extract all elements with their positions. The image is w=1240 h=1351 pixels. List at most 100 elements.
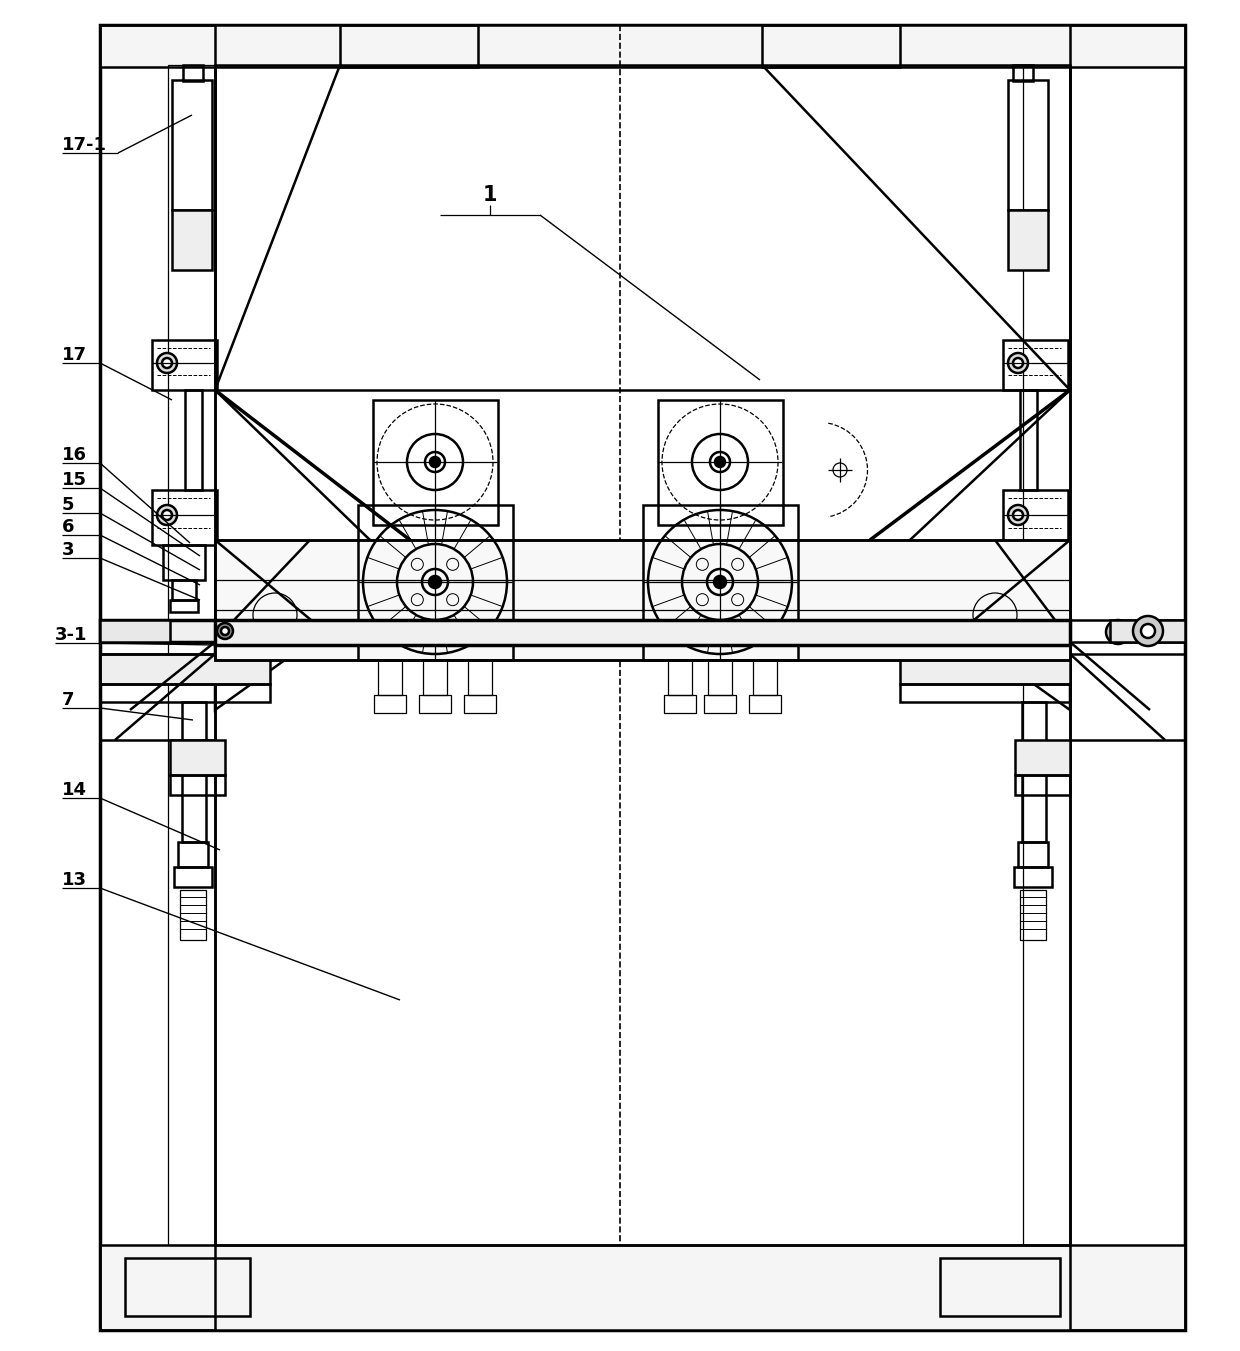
Bar [100,642,660,654]
Text: 6: 6 [62,517,74,536]
Bar [464,694,496,713]
Bar [215,540,1070,661]
Bar [100,620,660,642]
Bar [900,684,1070,703]
Bar [180,890,206,940]
Text: 5: 5 [62,496,74,513]
Bar [1022,703,1047,842]
Bar [100,620,170,642]
Bar [1070,26,1185,1329]
Text: 7: 7 [62,690,74,709]
Bar [644,505,799,661]
Bar [100,620,660,642]
Bar [172,580,196,600]
Bar [215,620,1070,644]
Bar [1021,890,1047,940]
Text: 3: 3 [62,540,74,559]
Bar [419,694,451,713]
Bar [749,694,781,713]
Bar [1008,209,1048,270]
Bar [174,867,212,888]
Bar [1008,80,1048,209]
Bar [153,340,217,390]
Bar [100,654,270,684]
Bar [179,842,208,867]
Bar [185,390,202,490]
Bar [1016,775,1070,794]
Bar [658,400,782,526]
Circle shape [162,358,172,367]
Circle shape [157,505,177,526]
Circle shape [1013,358,1023,367]
Text: 1: 1 [482,185,497,205]
Bar [215,65,1070,1246]
Bar [172,80,212,209]
Bar [1014,867,1052,888]
Bar [374,694,405,713]
Circle shape [217,623,233,639]
Bar [125,1258,250,1316]
Bar [1110,620,1185,642]
Bar [1023,65,1070,1246]
Text: 13: 13 [62,871,87,889]
Bar [167,65,215,1246]
Bar [358,505,513,661]
Bar [100,684,270,703]
Circle shape [1133,616,1163,646]
Bar [340,26,477,68]
Circle shape [1141,624,1154,638]
Bar [182,703,206,842]
Bar [1003,490,1068,544]
Text: 14: 14 [62,781,87,798]
Text: 15: 15 [62,471,87,489]
Circle shape [162,509,172,520]
Circle shape [157,353,177,373]
Circle shape [1008,505,1028,526]
Circle shape [221,627,229,635]
Bar [100,26,215,1329]
Circle shape [714,576,725,588]
Bar [1016,740,1070,775]
Bar [900,654,1070,684]
Bar [100,1246,1185,1329]
Bar [170,740,224,775]
Bar [215,540,1070,661]
Bar [100,26,1185,68]
Bar [100,26,1185,1329]
Bar [467,661,492,694]
Text: 17-1: 17-1 [62,136,107,154]
Circle shape [833,463,847,477]
Circle shape [715,457,725,467]
Bar [184,65,203,81]
Bar [1018,842,1048,867]
Circle shape [1008,353,1028,373]
Bar [763,26,900,68]
Bar [170,775,224,794]
Bar [1003,340,1068,390]
Bar [153,490,217,544]
Bar [170,600,198,612]
Circle shape [429,576,441,588]
Bar [1021,390,1037,490]
Bar [1017,580,1042,600]
Bar [162,544,205,580]
Text: 16: 16 [62,446,87,463]
Bar [663,694,696,713]
Bar [1008,544,1050,580]
Bar [423,661,446,694]
Circle shape [1106,620,1130,644]
Bar [940,1258,1060,1316]
Circle shape [1013,509,1023,520]
Bar [668,661,692,694]
Text: 17: 17 [62,346,87,363]
Text: 3-1: 3-1 [55,626,88,644]
Bar [753,661,777,694]
Bar [704,694,737,713]
Bar [708,661,732,694]
Circle shape [430,457,440,467]
Bar [373,400,498,526]
Bar [172,209,212,270]
Circle shape [1112,626,1123,638]
Bar [1013,65,1033,81]
Bar [378,661,402,694]
